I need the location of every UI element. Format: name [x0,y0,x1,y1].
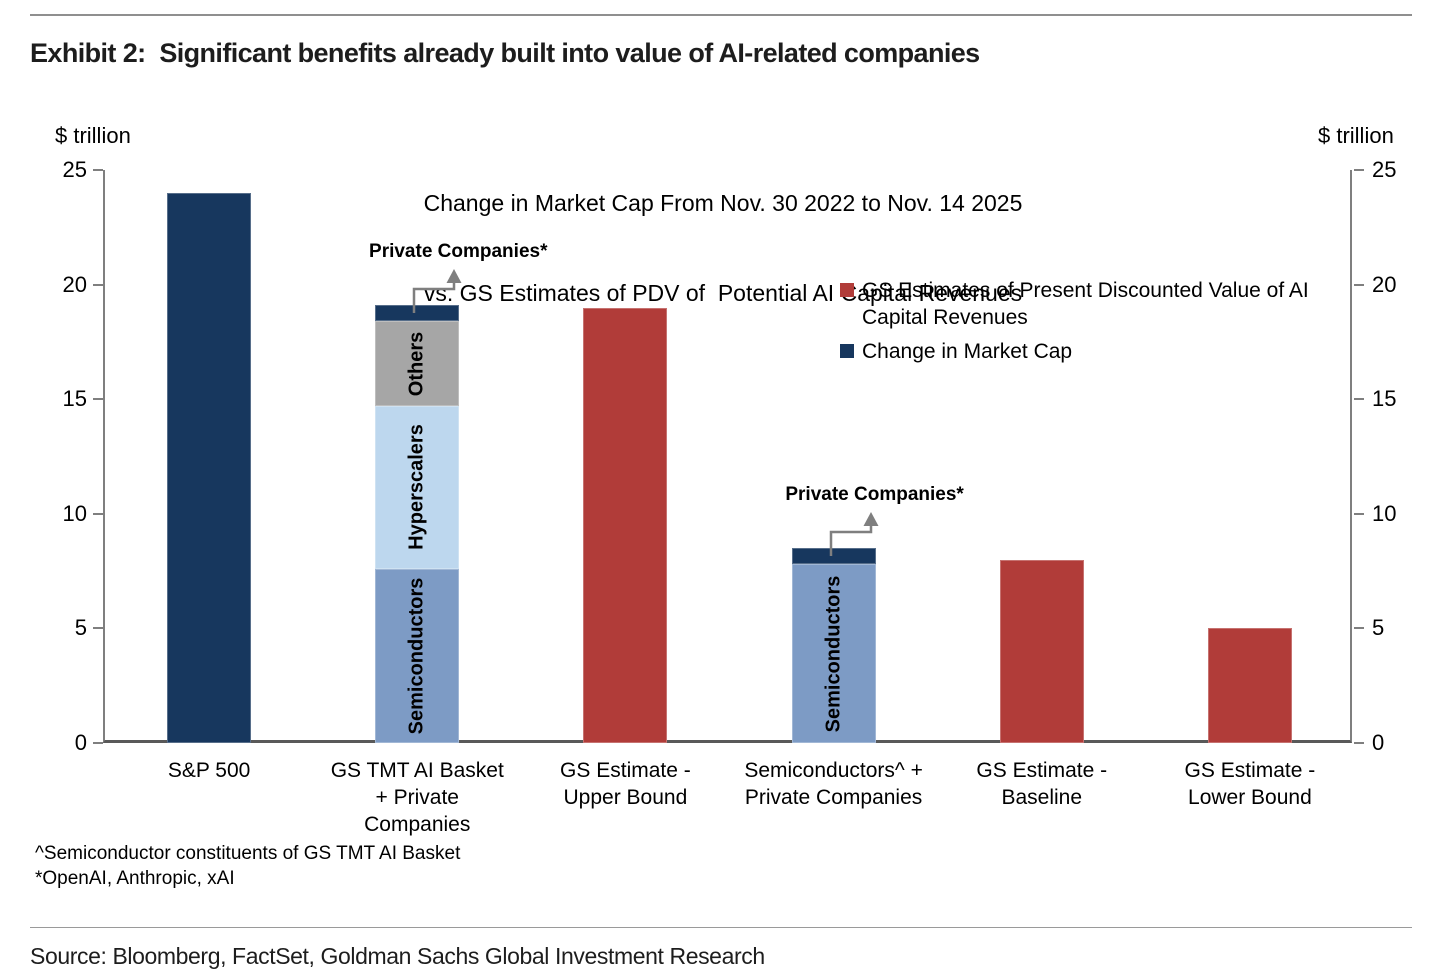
top-rule [30,14,1412,16]
y-tick-left-25 [93,169,103,171]
annotation-arrow-icon [413,269,462,314]
chart-title-line2: vs. GS Estimates of PDV of Potential AI … [423,280,1023,306]
bar-2-segment-gs-estimate-of-pdv-of-ai-capital-revenues [583,307,668,743]
bar-3-segment-semiconductors: Semiconductors [791,564,876,743]
bar-0-segment-change-in-market-cap [167,192,252,743]
chart-title: Change in Market Cap From Nov. 30 2022 t… [323,128,1123,368]
legend-swatch-red-icon [840,283,854,297]
legend-swatch-navy-icon [840,344,854,358]
y-tick-label-left-0: 0 [74,730,87,755]
x-axis-label-semiconductors-private-companies: Semiconductors^ + Private Companies [727,757,941,811]
x-axis-label-line: Lower Bound [1188,786,1312,809]
y-tick-left-20 [93,283,103,286]
y-tick-right-15 [1354,398,1364,401]
y-tick-left-10 [93,512,103,515]
y-tick-label-left-5: 5 [74,615,87,641]
y-axis-unit-right: $ trillion [1318,123,1394,148]
footnote-semiconductor: ^Semiconductor constituents of GS TMT AI… [35,843,461,864]
bar-5-segment-gs-estimate-of-pdv-of-ai-capital-revenues [1207,628,1292,743]
x-axis-label-line: GS Estimate - [976,759,1108,782]
bar-1-segment-label-others: Others [405,331,428,396]
y-tick-label-right-0: 0 [1372,730,1385,755]
x-axis-label-line: S&P 500 [167,759,251,782]
y-tick-left-15 [93,398,103,401]
y-tick-label-left-25: 25 [62,157,87,182]
y-tick-right-25 [1354,169,1364,171]
x-axis-label-line: Upper Bound [563,786,688,809]
x-axis-label-line: Baseline [1001,786,1083,809]
y-tick-label-left-10: 10 [62,500,87,526]
exhibit-title: Exhibit 2: Significant benefits already … [30,38,980,68]
x-axis-label-line: GS Estimate - [1184,759,1316,782]
bar-1-segment-hyperscalers: Hyperscalers [375,406,460,569]
y-tick-right-5 [1354,627,1364,630]
y-tick-right-20 [1354,283,1364,286]
x-axis-label-line: GS TMT AI Basket [330,759,504,782]
x-axis-label-line: Semiconductors^ + [744,759,923,782]
x-axis-label-gs-tmt-ai-basket-private-companies: GS TMT AI Basket + Private Companies [310,757,524,838]
x-axis-label-line: Private Companies [744,786,923,809]
bottom-rule [30,927,1412,928]
x-axis-label-gs-estimate-upper-bound: GS Estimate - Upper Bound [518,757,732,811]
bar-3-segment-private-companies [791,548,876,565]
bar-4-segment-gs-estimate-of-pdv-of-ai-capital-revenues [999,559,1084,743]
y-tick-label-right-5: 5 [1372,615,1385,641]
x-axis-label-gs-estimate-lower-bound: GS Estimate - Lower Bound [1143,757,1357,811]
x-axis-label-line: GS Estimate - [560,759,691,782]
bar-1-segment-private-companies [375,305,460,322]
x-axis-label-line: + Private [375,786,459,809]
legend-label-gs-estimates: GS Estimates of Present Discounted Value… [862,279,1309,329]
x-axis-label-s-p-500: S&P 500 [102,757,316,784]
legend-item-market-cap: Change in Market Cap [840,338,1310,365]
plot-area: 0 0 5 5 10 10 15 15 20 20 25 25 S&P 500 Semiconductor… [63,158,1397,837]
bar-3-segment-label-semiconductors: Semiconductors [822,575,845,732]
y-axis-unit-left: $ trillion [55,123,131,148]
x-axis-label-line: Companies [364,813,471,836]
legend: GS Estimates of Present Discounted Value… [840,277,1310,372]
bar-1-segment-semiconductors: Semiconductors [375,568,460,743]
chart-title-line1: Change in Market Cap From Nov. 30 2022 t… [423,190,1023,216]
y-tick-right-0 [1354,742,1364,744]
y-tick-label-left-20: 20 [62,271,87,297]
bar-1-segment-label-semiconductors: Semiconductors [405,577,428,735]
y-tick-left-5 [93,627,103,630]
x-axis-label-gs-estimate-baseline: GS Estimate - Baseline [935,757,1149,811]
annotation-private-companies: Private Companies* [369,241,548,263]
bar-1-segment-others: Others [375,321,460,407]
y-tick-label-right-25: 25 [1372,157,1397,182]
y-tick-label-right-10: 10 [1372,500,1397,526]
y-tick-left-0 [93,742,103,744]
y-tick-right-10 [1354,512,1364,515]
y-tick-label-right-15: 15 [1372,386,1397,412]
annotation-arrow-icon [829,512,879,557]
y-tick-label-left-15: 15 [62,386,87,412]
annotation-private-companies: Private Companies* [785,484,964,506]
y-tick-label-right-20: 20 [1372,271,1397,297]
legend-label-market-cap: Change in Market Cap [862,340,1073,363]
legend-item-gs-estimates: GS Estimates of Present Discounted Value… [840,277,1310,331]
source-line: Source: Bloomberg, FactSet, Goldman Sach… [30,943,765,969]
footnotes: ^Semiconductor constituents of GS TMT AI… [35,841,460,891]
bar-1-segment-label-hyperscalers: Hyperscalers [405,424,428,551]
footnote-private-companies: *OpenAI, Anthropic, xAI [35,868,235,889]
